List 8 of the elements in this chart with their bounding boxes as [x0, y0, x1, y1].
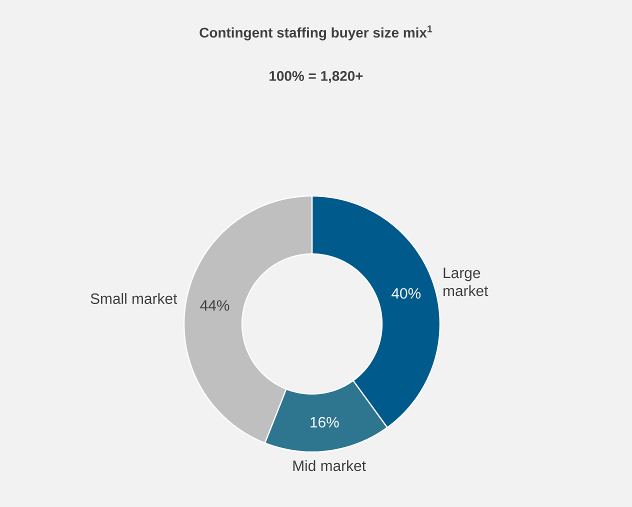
chart-subtitle: 100% = 1,820+	[270, 71, 363, 83]
slice-label: Mid market	[293, 460, 366, 472]
data-label: 40%	[392, 288, 421, 299]
chart-title: Contingent staffing buyer size mix$^{1}$	[200, 26, 432, 40]
slice-label: Large market	[444, 268, 488, 296]
slice-label: Small market	[90, 293, 178, 304]
data-label: 44%	[200, 300, 230, 311]
data-label: 16%	[310, 416, 339, 428]
